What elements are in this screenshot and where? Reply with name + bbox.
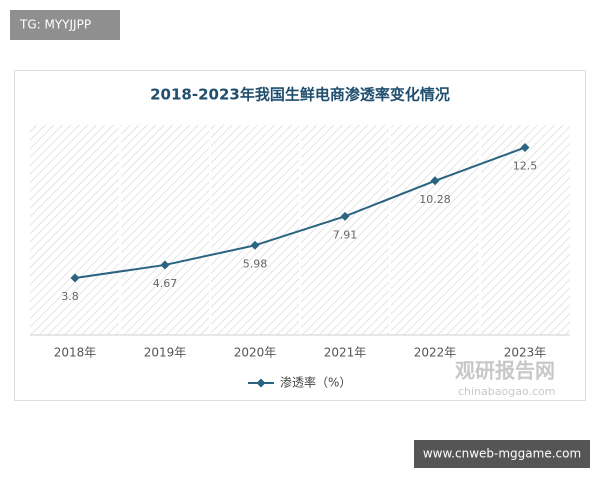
x-tick-label: 2022年 [414, 346, 457, 360]
data-marker [70, 273, 80, 283]
x-tick-label: 2020年 [234, 346, 277, 360]
tag-box [10, 10, 120, 40]
data-marker [160, 260, 170, 270]
footer-site: www.cnweb-mggame.com [423, 447, 581, 461]
legend-label: 渗透率（%） [280, 375, 351, 390]
x-tick-label: 2023年 [504, 346, 547, 360]
x-tick-label: 2019年 [144, 346, 187, 360]
data-label: 7.91 [333, 228, 358, 241]
data-marker [340, 211, 350, 221]
x-tick-label: 2018年 [54, 346, 97, 360]
watermark-name: 观研报告网 [455, 359, 555, 383]
x-tick-label: 2021年 [324, 346, 367, 360]
data-label: 12.5 [513, 160, 538, 173]
data-label: 4.67 [153, 277, 178, 290]
data-marker [430, 176, 440, 186]
data-label: 10.28 [419, 193, 451, 206]
footer-box [414, 440, 590, 468]
legend-marker [256, 378, 266, 388]
tag-text: TG: MYYJJPP [19, 18, 91, 32]
chart-title: 2018-2023年我国生鲜电商渗透率变化情况 [150, 86, 450, 104]
data-marker [250, 240, 260, 250]
data-label: 3.8 [61, 290, 79, 303]
data-line [74, 146, 526, 279]
data-label: 5.98 [243, 257, 268, 270]
data-marker [520, 143, 530, 152]
watermark-url: chinabaogao.com [458, 385, 556, 398]
